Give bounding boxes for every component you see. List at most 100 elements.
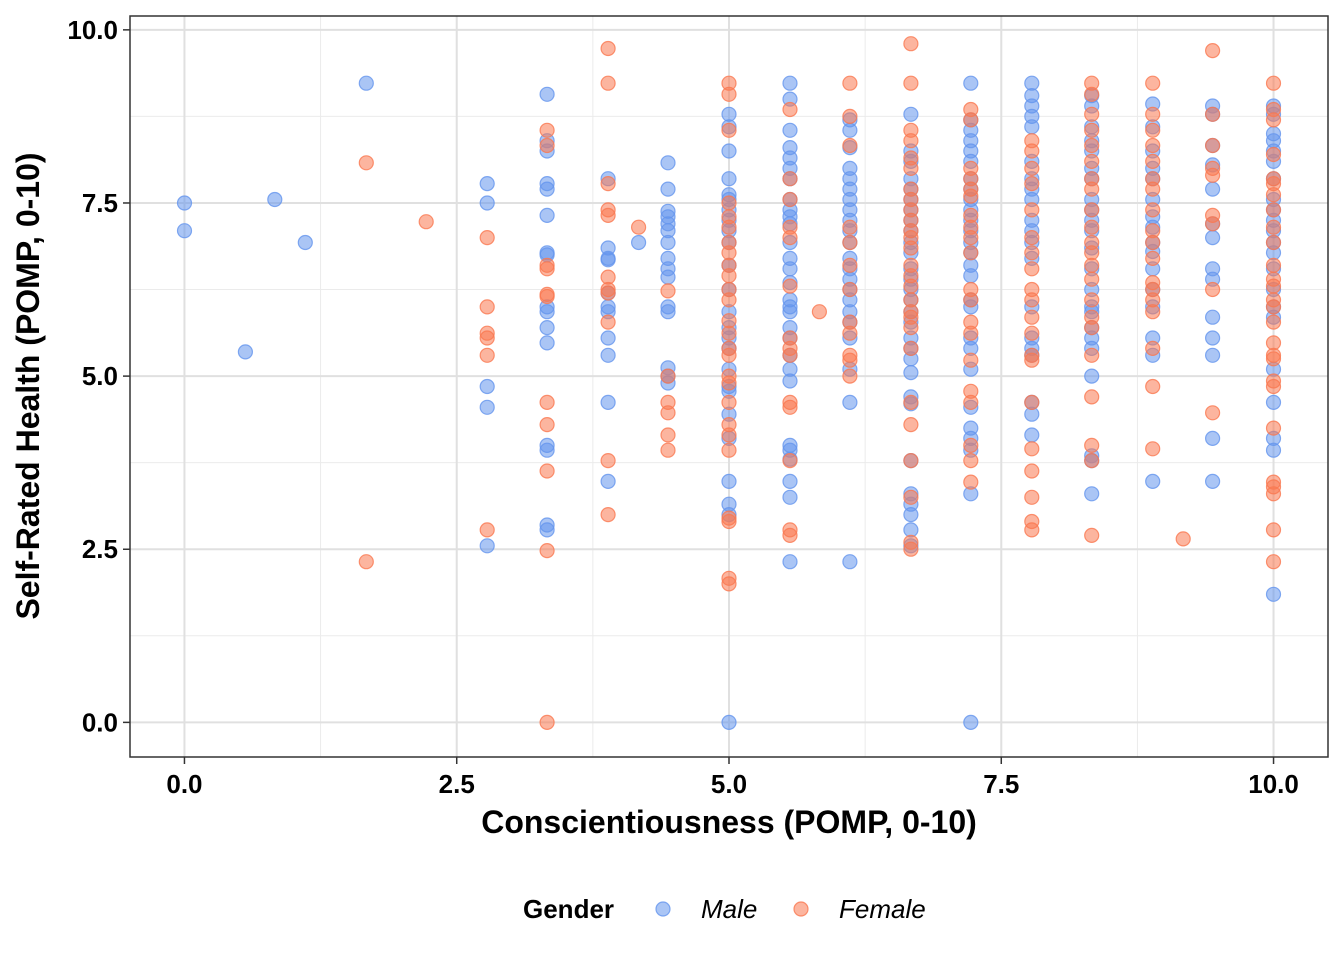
data-point-male bbox=[1265, 586, 1282, 602]
data-point-female bbox=[479, 299, 495, 315]
data-point-female bbox=[782, 171, 798, 187]
data-point-female bbox=[600, 453, 616, 469]
data-point-female bbox=[1024, 176, 1040, 192]
data-point-male bbox=[539, 304, 555, 320]
data-point-female bbox=[842, 234, 858, 251]
data-point-female bbox=[721, 219, 737, 235]
data-point-male bbox=[721, 714, 737, 731]
data-point-male bbox=[1204, 473, 1221, 489]
data-point-female bbox=[1084, 271, 1100, 287]
data-point-female bbox=[1084, 106, 1100, 122]
data-point-female bbox=[721, 427, 737, 443]
data-point-male bbox=[297, 234, 313, 251]
data-point-female bbox=[660, 368, 676, 384]
data-point-male bbox=[782, 489, 798, 505]
data-point-female bbox=[963, 352, 979, 368]
data-point-male bbox=[660, 155, 676, 171]
data-point-female bbox=[1084, 219, 1100, 235]
data-point-female bbox=[842, 257, 858, 273]
data-point-female bbox=[1084, 320, 1100, 336]
legend-label-female: Female bbox=[839, 894, 926, 924]
data-point-female bbox=[660, 427, 676, 443]
data-point-female bbox=[660, 283, 676, 299]
data-point-female bbox=[1265, 299, 1282, 315]
data-point-male bbox=[267, 191, 283, 208]
data-point-female bbox=[1145, 137, 1161, 154]
data-point-male bbox=[903, 106, 919, 122]
data-point-female bbox=[479, 522, 495, 538]
data-point-female bbox=[1084, 137, 1100, 154]
data-point-female bbox=[1024, 230, 1040, 246]
data-point-male bbox=[1265, 442, 1282, 458]
data-point-female bbox=[539, 122, 555, 138]
data-point-male bbox=[600, 252, 616, 268]
data-point-female bbox=[539, 714, 555, 731]
data-point-female bbox=[539, 137, 555, 154]
data-point-female bbox=[1145, 304, 1161, 320]
data-point-male bbox=[600, 394, 616, 410]
data-point-male bbox=[600, 330, 616, 346]
data-point-female bbox=[358, 554, 374, 570]
data-point-female bbox=[842, 352, 858, 368]
data-point-male bbox=[721, 473, 737, 489]
data-point-female bbox=[1145, 378, 1161, 395]
data-point-female bbox=[660, 405, 676, 421]
data-point-female bbox=[782, 278, 798, 294]
data-point-female bbox=[1024, 202, 1040, 218]
data-point-female bbox=[903, 417, 919, 433]
data-point-female bbox=[721, 245, 737, 261]
data-point-female bbox=[1265, 554, 1282, 570]
data-point-female bbox=[903, 489, 919, 505]
y-tick-label: 5.0 bbox=[82, 361, 118, 391]
data-point-male bbox=[479, 378, 495, 395]
data-point-male bbox=[782, 75, 798, 91]
data-point-female bbox=[539, 463, 555, 479]
data-point-female bbox=[600, 506, 616, 523]
data-point-male bbox=[539, 86, 555, 102]
data-point-female bbox=[1084, 292, 1100, 308]
data-point-female bbox=[721, 292, 737, 308]
data-point-female bbox=[1084, 453, 1100, 469]
data-point-female bbox=[1204, 167, 1221, 183]
data-point-female bbox=[1204, 216, 1221, 232]
data-point-female bbox=[903, 36, 919, 52]
data-point-female bbox=[903, 541, 919, 557]
data-point-female bbox=[782, 453, 798, 469]
data-point-female bbox=[1084, 389, 1100, 405]
data-point-female bbox=[1145, 153, 1161, 169]
data-point-female bbox=[1265, 146, 1282, 163]
data-point-female bbox=[903, 340, 919, 356]
data-point-female bbox=[721, 268, 737, 284]
data-point-female bbox=[782, 347, 798, 363]
data-point-female bbox=[721, 375, 737, 391]
data-point-female bbox=[600, 207, 616, 223]
data-point-female bbox=[721, 576, 737, 592]
data-point-male bbox=[600, 473, 616, 489]
data-point-female bbox=[1265, 234, 1282, 251]
data-point-female bbox=[842, 75, 858, 91]
data-point-female bbox=[600, 75, 616, 91]
data-point-female bbox=[1024, 245, 1040, 261]
data-point-female bbox=[963, 112, 979, 128]
data-point-female bbox=[479, 347, 495, 363]
data-point-male bbox=[721, 143, 737, 159]
data-point-female bbox=[963, 245, 979, 261]
data-point-female bbox=[963, 325, 979, 341]
data-point-female bbox=[1204, 281, 1221, 298]
data-point-male bbox=[1204, 309, 1221, 325]
data-point-male bbox=[1204, 347, 1221, 363]
data-point-male bbox=[660, 304, 676, 320]
x-tick-label: 10.0 bbox=[1248, 769, 1299, 799]
data-point-male bbox=[479, 538, 495, 554]
y-axis-title: Self-Rated Health (POMP, 0-10) bbox=[10, 152, 46, 619]
y-tick-label: 10.0 bbox=[67, 15, 118, 45]
data-point-female bbox=[963, 230, 979, 246]
data-point-female bbox=[1204, 106, 1221, 122]
data-point-male bbox=[539, 207, 555, 223]
data-point-male bbox=[539, 522, 555, 538]
data-point-female bbox=[842, 219, 858, 235]
data-point-female bbox=[963, 474, 979, 490]
data-point-female bbox=[1024, 489, 1040, 505]
data-point-female bbox=[1145, 340, 1161, 356]
data-point-female bbox=[1265, 351, 1282, 367]
